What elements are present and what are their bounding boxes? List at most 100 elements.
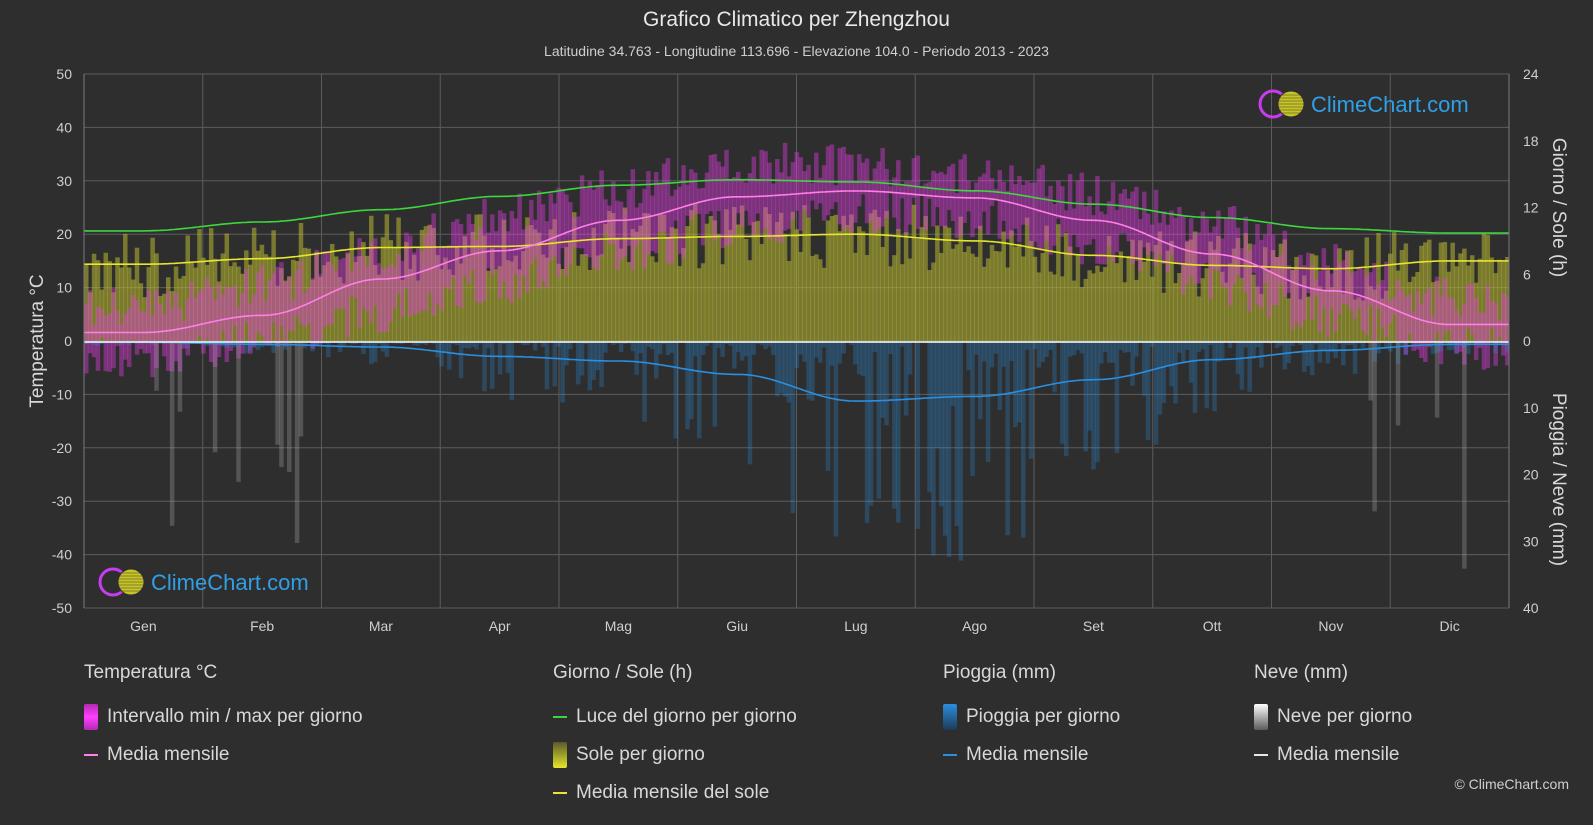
sunshine-day-bar [1247,243,1252,341]
right-top-tick-label: 12 [1523,200,1539,216]
temp-range-day-bar [505,231,511,299]
temp-range-day-bar [1224,218,1229,289]
sunshine-day-bar [185,235,191,341]
sunshine-day-bar [919,227,924,341]
sunshine-day-bar [1305,296,1311,341]
sunshine-day-bar [1095,265,1100,341]
temp-range-day-bar [1427,287,1432,348]
rain-day-bar [700,341,706,355]
sunshine-day-bar [1442,241,1448,341]
rain-day-bar [1149,341,1155,347]
rain-day-bar [267,341,272,346]
sunshine-day-bar [825,220,831,341]
temp-range-day-bar [384,268,390,332]
rain-day-bar [474,341,479,350]
sunshine-day-bar [306,248,312,341]
rain-day-bar [95,341,101,347]
temp-range-day-bar [279,262,284,326]
sunshine-day-bar [240,273,245,341]
sunshine-day-bar [1106,236,1112,341]
rain-day-bar [509,341,515,401]
sunshine-day-bar [337,277,343,341]
sunshine-day-bar [1434,280,1440,341]
legend-sun-mean-label: Media mensile del sole [576,782,770,803]
rain-day-bar [1040,341,1046,363]
rain-day-bar [1259,341,1264,368]
rain-day-bar [1200,341,1206,350]
temp-range-day-bar [1376,284,1381,309]
temp-range-day-bar [560,189,565,249]
sunshine-day-bar [950,248,956,341]
sunshine-day-bar [1122,282,1127,341]
rain-day-bar [884,341,889,426]
sunshine-day-bar [607,211,612,341]
temp-range-day-bar [1290,269,1295,330]
temp-range-day-bar [704,172,710,215]
temp-range-day-bar [1458,315,1463,352]
rain-day-bar [646,341,651,348]
sunshine-day-bar [1134,279,1139,341]
rain-day-bar [993,341,999,354]
temp-range-day-bar [419,251,425,311]
sunshine-day-bar [673,228,679,341]
sunshine-day-bar [517,269,522,341]
sunshine-day-bar [974,256,979,341]
snow-mean-swatch [1254,754,1268,756]
sunshine-day-bar [505,260,511,341]
temp-range-day-bar [287,276,292,331]
sunshine-day-bar [259,244,265,341]
temp-range-day-bar [1231,205,1237,285]
sunshine-day-bar [1325,270,1331,341]
sunshine-day-bar [630,228,636,341]
temp-range-day-bar [673,189,679,221]
temp-range-day-bar [857,154,862,207]
sunshine-day-bar [466,256,472,341]
legend-temperature-title: Temperatura °C [84,662,218,683]
sunshine-day-bar [884,210,889,341]
temp-range-day-bar [1200,211,1206,266]
temp-range-day-bar [310,278,315,349]
rain-day-bar [970,341,975,476]
sunshine-day-bar [251,227,257,341]
temp-range-day-bar [146,290,151,354]
sunshine-day-bar [333,256,339,341]
temp-range-day-bar [646,171,651,254]
sunshine-day-bar [864,255,870,341]
snow-swatch [1254,704,1268,730]
temp-range-day-bar [353,256,358,298]
rain-day-bar [415,341,421,346]
sunshine-day-bar [970,253,975,341]
temp-range-day-bar [283,282,288,347]
rain-day-bar [966,341,971,371]
right-top-tick-label: 24 [1523,66,1539,82]
sunshine-day-bar [857,226,862,341]
sunshine-day-bar [400,279,405,341]
temp-range-day-bar [1274,257,1280,306]
sunshine-day-bar [1009,230,1014,341]
temp-range-day-bar [357,238,362,329]
temp-range-day-bar [614,200,620,270]
temp-range-day-bar [1126,198,1131,242]
left-tick-label: -40 [52,547,72,563]
sunshine-day-bar [1395,270,1401,341]
sunshine-swatch [553,742,567,768]
rain-day-bar [942,341,948,536]
rain-day-bar [817,341,823,363]
sunshine-day-bar [1099,271,1104,341]
sunshine-day-bar [583,254,589,341]
sunshine-day-bar [1196,296,1202,341]
rain-day-bar [931,341,936,556]
sunshine-day-bar [134,247,140,341]
rain-day-bar [751,341,757,355]
temp-range-day-bar [1399,289,1405,343]
temp-range-day-bar [880,147,885,227]
temp-range-day-bar [439,246,444,311]
temp-range-day-bar [411,252,417,315]
temp-range-day-bar [525,226,530,292]
sunshine-day-bar [599,254,604,341]
temp-range-day-bar [255,272,261,333]
temp-range-day-bar [544,221,550,288]
rain-day-bar [981,341,987,362]
temp-range-day-bar [896,160,901,231]
rain-day-bar [126,341,132,346]
